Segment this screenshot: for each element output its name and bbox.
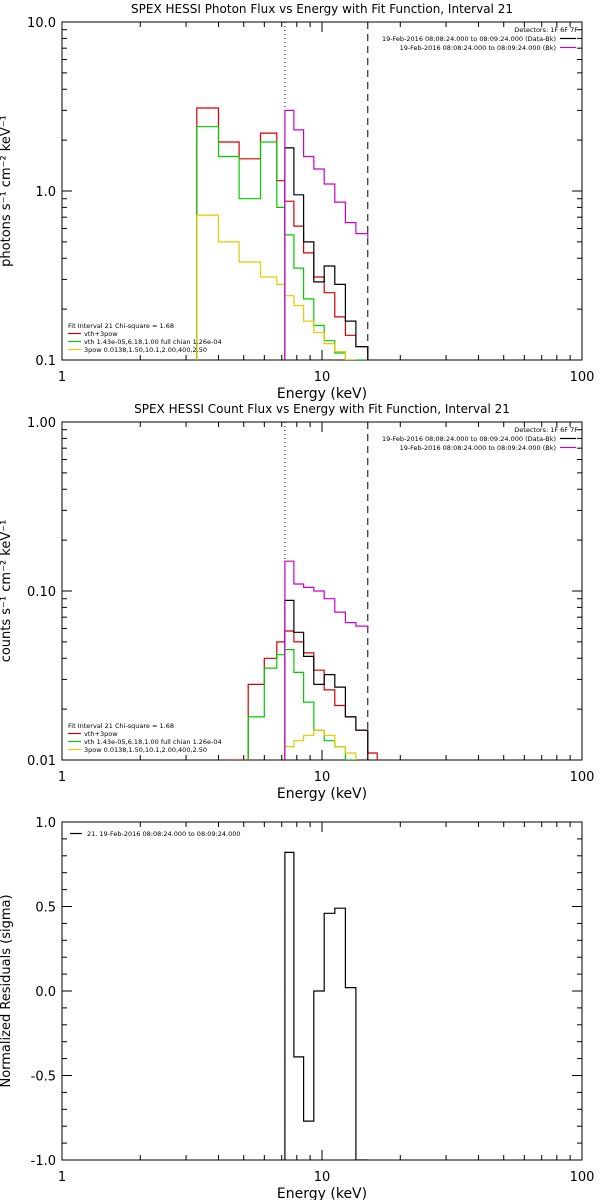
chart-title: SPEX HESSI Count Flux vs Energy with Fit… bbox=[134, 402, 510, 416]
panel-1: SPEX HESSI Photon Flux vs Energy with Fi… bbox=[0, 2, 594, 402]
x-axis-label: Energy (keV) bbox=[277, 386, 367, 402]
y-tick-label: 10.0 bbox=[27, 16, 56, 31]
legend-entry: 19-Feb-2016 08:08:24.000 to 08:09:24.000… bbox=[382, 435, 556, 443]
y-axis-label: photons s⁻¹ cm⁻² keV⁻¹ bbox=[0, 115, 14, 267]
legend-entry: Detectors: 1F 6F 7F bbox=[514, 426, 578, 434]
legend-entry: 3pow 0.0138,1.50,10.1,2.00,400,2.50 bbox=[84, 346, 207, 354]
panel-2: SPEX HESSI Count Flux vs Energy with Fit… bbox=[0, 402, 594, 802]
x-axis-label: Energy (keV) bbox=[277, 786, 367, 802]
legend-entry: 19-Feb-2016 08:08:24.000 to 08:09:24.000… bbox=[400, 444, 556, 452]
series-line-2 bbox=[196, 126, 368, 360]
series-line-5 bbox=[284, 109, 369, 360]
legend-entry: Detectors: 1F 6F 7F bbox=[514, 26, 578, 34]
data-area bbox=[196, 22, 369, 360]
legend-entry: 19-Feb-2016 08:08:24.000 to 08:09:24.000… bbox=[400, 44, 556, 52]
y-tick-label: 0.01 bbox=[27, 754, 56, 769]
x-tick-label: 10 bbox=[314, 1170, 331, 1185]
legend-entry: Fit Interval 21 Chi-square = 1.68 bbox=[68, 322, 174, 330]
legend-entry: vth 1.43e-05,6.18,1.00 full chian 1.26e-… bbox=[84, 338, 222, 346]
legend-entry: vth+3pow bbox=[84, 730, 118, 738]
y-tick-label: 1.00 bbox=[27, 416, 56, 431]
data-area bbox=[284, 851, 368, 1160]
y-axis-label: Normalized Residuals (sigma) bbox=[0, 894, 14, 1087]
chart-title: SPEX HESSI Photon Flux vs Energy with Fi… bbox=[131, 2, 513, 16]
x-tick-label: 10 bbox=[314, 770, 331, 785]
legend-bottom-left: Fit Interval 21 Chi-square = 1.68vth+3po… bbox=[68, 322, 222, 354]
legend-entry: vth+3pow bbox=[84, 330, 118, 338]
series-line-5 bbox=[284, 560, 369, 760]
y-axis: -1.0 -0.5 0.0 0.5 1.0 Normalized Residuals (s… bbox=[0, 816, 582, 1169]
series-line-3 bbox=[284, 729, 357, 760]
y-axis: 0.01 0.10 1.00 counts s⁻¹ cm⁻² keV⁻¹ bbox=[0, 416, 582, 769]
x-tick-label: 100 bbox=[570, 1170, 595, 1185]
y-axis: 0.1 1.0 10.0 photons s⁻¹ cm⁻² keV⁻¹ bbox=[0, 16, 582, 369]
x-tick-label: 100 bbox=[570, 770, 595, 785]
series-line-4 bbox=[284, 147, 369, 360]
x-tick-label: 1 bbox=[58, 1170, 66, 1185]
x-axis: 1 10 100 Energy (keV) bbox=[58, 822, 595, 1200]
x-tick-label: 1 bbox=[58, 770, 66, 785]
panel-3: 1 10 100 Energy (keV) -1.0 -0.5 0.0 0.5 1.0 Norma… bbox=[0, 816, 594, 1200]
plot-frame bbox=[61, 21, 583, 361]
y-tick-label: -0.5 bbox=[31, 1070, 56, 1085]
legend-entry: Fit Interval 21 Chi-square = 1.68 bbox=[68, 722, 174, 730]
x-axis: 1 10 100 Energy (keV) bbox=[58, 22, 595, 402]
y-tick-label: 0.5 bbox=[35, 901, 56, 916]
x-tick-label: 100 bbox=[570, 370, 595, 385]
legend-entry: 19-Feb-2016 08:08:24.000 to 08:09:24.000… bbox=[382, 35, 556, 43]
legend-bottom-left: Fit Interval 21 Chi-square = 1.68vth+3po… bbox=[68, 722, 222, 754]
legend-top-left: 21. 19-Feb-2016 08:08:24.000 to 08:09:24… bbox=[70, 830, 240, 838]
x-axis: 1 10 100 Energy (keV) bbox=[58, 422, 595, 802]
data-area bbox=[226, 422, 378, 760]
y-tick-label: 0.1 bbox=[35, 354, 56, 369]
y-tick-label: 0.10 bbox=[27, 585, 56, 600]
series-line-1 bbox=[196, 107, 369, 360]
y-axis-label: counts s⁻¹ cm⁻² keV⁻¹ bbox=[0, 520, 14, 663]
x-tick-label: 1 bbox=[58, 370, 66, 385]
series-line-3 bbox=[196, 214, 356, 360]
legend-entry: 21. 19-Feb-2016 08:08:24.000 to 08:09:24… bbox=[87, 830, 240, 838]
x-tick-label: 10 bbox=[314, 370, 331, 385]
x-axis-label: Energy (keV) bbox=[277, 1186, 367, 1200]
legend-entry: 3pow 0.0138,1.50,10.1,2.00,400,2.50 bbox=[84, 746, 207, 754]
y-tick-label: -1.0 bbox=[31, 1154, 56, 1169]
y-tick-label: 1.0 bbox=[35, 185, 56, 200]
series-line-1 bbox=[284, 851, 368, 1160]
series-line-4 bbox=[284, 599, 369, 760]
y-tick-label: 0.0 bbox=[35, 985, 56, 1000]
legend-entry: vth 1.43e-05,6.18,1.00 full chian 1.26e-… bbox=[84, 738, 222, 746]
y-tick-label: 1.0 bbox=[35, 816, 56, 831]
